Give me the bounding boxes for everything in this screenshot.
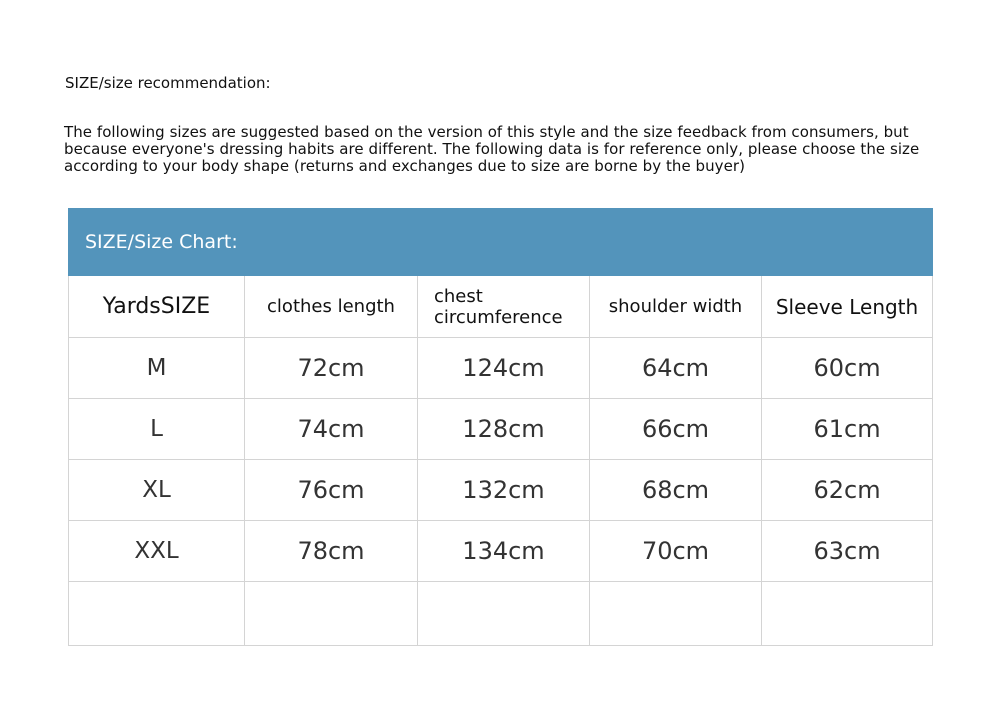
- cell-empty: [589, 581, 762, 646]
- cell-clothes-length: 78cm: [244, 520, 418, 582]
- cell-empty: [244, 581, 418, 646]
- cell-clothes-length: 72cm: [244, 337, 418, 399]
- cell-chest: 124cm: [417, 337, 590, 399]
- column-header-chest: chest circumference: [417, 275, 590, 338]
- cell-size: M: [68, 337, 245, 399]
- cell-sleeve: 62cm: [760, 459, 934, 521]
- table-row: M 72cm 124cm 64cm 60cm: [68, 337, 934, 399]
- cell-shoulder: 64cm: [589, 337, 762, 399]
- cell-shoulder: 66cm: [589, 398, 762, 460]
- column-header-row: YardsSIZE clothes length chest circumfer…: [68, 275, 934, 338]
- cell-shoulder: 70cm: [589, 520, 762, 582]
- column-header-size: YardsSIZE: [68, 275, 245, 338]
- cell-chest: 128cm: [417, 398, 590, 460]
- cell-clothes-length: 76cm: [244, 459, 418, 521]
- cell-chest: 134cm: [417, 520, 590, 582]
- table-row: L 74cm 128cm 66cm 61cm: [68, 398, 934, 460]
- cell-size: XL: [68, 459, 245, 521]
- table-row: XL 76cm 132cm 68cm 62cm: [68, 459, 934, 521]
- cell-chest: 132cm: [417, 459, 590, 521]
- size-chart-table: SIZE/Size Chart: YardsSIZE clothes lengt…: [67, 208, 934, 646]
- cell-size: XXL: [68, 520, 245, 582]
- cell-empty: [68, 581, 245, 646]
- section-title: SIZE/size recommendation:: [65, 74, 271, 92]
- table-caption: SIZE/Size Chart:: [67, 208, 934, 276]
- cell-shoulder: 68cm: [589, 459, 762, 521]
- cell-sleeve: 61cm: [760, 398, 934, 460]
- intro-text: The following sizes are suggested based …: [64, 123, 920, 175]
- cell-size: L: [68, 398, 245, 460]
- cell-empty: [760, 581, 934, 646]
- cell-clothes-length: 74cm: [244, 398, 418, 460]
- column-header-sleeve: Sleeve Length: [760, 275, 934, 338]
- cell-sleeve: 63cm: [760, 520, 934, 582]
- table-row: XXL 78cm 134cm 70cm 63cm: [68, 520, 934, 582]
- cell-sleeve: 60cm: [760, 337, 934, 399]
- column-header-shoulder: shoulder width: [589, 275, 762, 338]
- table-row-empty: [68, 581, 934, 646]
- column-header-clothes-length: clothes length: [244, 275, 418, 338]
- cell-empty: [417, 581, 590, 646]
